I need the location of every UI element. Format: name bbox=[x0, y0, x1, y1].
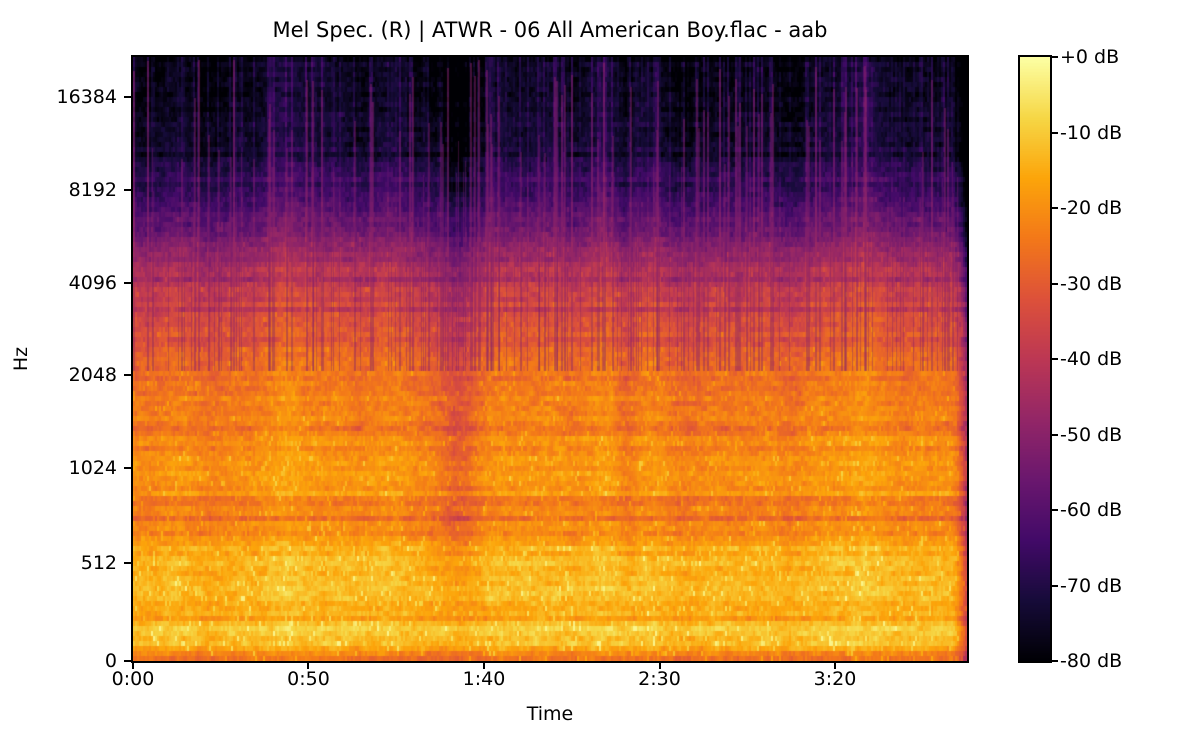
x-tick-label: 3:20 bbox=[813, 668, 857, 690]
colorbar-tick-mark bbox=[1052, 509, 1058, 511]
colorbar-tick-mark bbox=[1052, 131, 1058, 134]
colorbar-tick-label: -10 dB bbox=[1060, 121, 1123, 144]
y-tick-mark bbox=[124, 561, 131, 564]
colorbar-tick-mark bbox=[1052, 584, 1058, 587]
colorbar-tick-label: -70 dB bbox=[1060, 574, 1123, 597]
colorbar-tick-mark bbox=[1052, 433, 1058, 436]
x-tick-label: 0:50 bbox=[287, 668, 330, 690]
colorbar-tick-label: -80 dB bbox=[1060, 650, 1123, 672]
colorbar-tick-mark bbox=[1052, 282, 1058, 285]
y-tick-label: 8192 bbox=[68, 179, 117, 201]
spectrogram-canvas bbox=[133, 57, 967, 661]
x-tick-label: 2:30 bbox=[638, 668, 681, 690]
y-tick-label: 2048 bbox=[68, 364, 117, 387]
colorbar-tick-label: -60 dB bbox=[1060, 499, 1123, 521]
colorbar-tick-label: -50 dB bbox=[1060, 423, 1123, 446]
y-tick-label: 1024 bbox=[68, 457, 117, 480]
y-tick-label: 512 bbox=[80, 551, 117, 574]
colorbar-tick-label: -20 dB bbox=[1060, 197, 1123, 219]
colorbar-tick-label: +0 dB bbox=[1060, 46, 1120, 68]
x-tick-mark bbox=[833, 663, 836, 669]
y-tick-label: 4096 bbox=[68, 272, 117, 295]
y-tick-mark bbox=[124, 660, 131, 662]
chart-title: Mel Spec. (R) | ATWR - 06 All American B… bbox=[272, 18, 828, 42]
y-tick-mark bbox=[124, 189, 131, 191]
colorbar-tick-mark bbox=[1052, 56, 1058, 58]
y-tick-mark bbox=[124, 374, 131, 377]
colorbar-tick-mark bbox=[1052, 358, 1058, 360]
y-tick-mark bbox=[124, 95, 131, 98]
colorbar-canvas bbox=[1020, 57, 1050, 661]
y-tick-label: 16384 bbox=[56, 85, 117, 108]
x-tick-label: 0:00 bbox=[111, 668, 155, 690]
x-axis-label: Time bbox=[526, 703, 574, 725]
x-tick-mark bbox=[658, 663, 661, 669]
colorbar-tick-label: -40 dB bbox=[1060, 348, 1123, 370]
colorbar-tick-mark bbox=[1052, 660, 1058, 662]
y-tick-mark bbox=[124, 282, 131, 285]
x-tick-label: 1:40 bbox=[462, 668, 506, 690]
x-tick-mark bbox=[483, 663, 486, 669]
x-tick-mark bbox=[132, 663, 134, 669]
y-tick-label: 0 bbox=[104, 650, 117, 672]
colorbar-tick-mark bbox=[1052, 207, 1058, 209]
x-tick-mark bbox=[307, 663, 310, 669]
colorbar-tick-label: -30 dB bbox=[1060, 272, 1123, 295]
y-tick-mark bbox=[124, 467, 131, 470]
